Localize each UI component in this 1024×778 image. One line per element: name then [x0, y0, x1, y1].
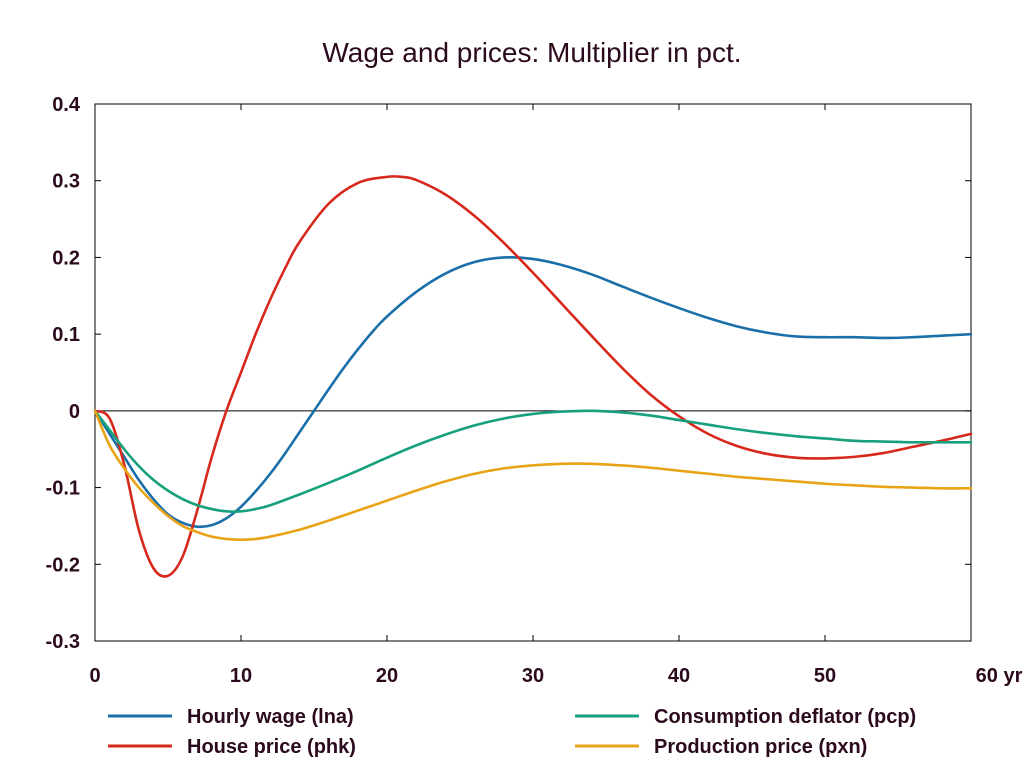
- y-tick-label: 0.3: [52, 171, 80, 193]
- legend-label-consumption-deflator-pcp: Consumption deflator (pcp): [654, 706, 916, 728]
- x-tick-label: 30: [522, 665, 544, 687]
- legend: Hourly wage (lna) House price (phk) Consum…: [108, 706, 916, 758]
- y-tick-label: 0.2: [52, 247, 80, 269]
- series-group: [93, 174, 973, 578]
- plot-frame: [94, 103, 972, 642]
- y-axis: -0.3 -0.2 -0.1 0 0.1 0.2 0.3 0.4: [46, 94, 971, 653]
- x-tick-label: 0: [89, 665, 100, 687]
- series-line-production-price-pxn: [93, 409, 973, 542]
- series-line-consumption-deflator-pcp: [93, 409, 973, 513]
- legend-label-house-price-phk: House price (phk): [187, 736, 356, 758]
- chart-title: Wage and prices: Multiplier in pct.: [322, 37, 741, 68]
- y-tick-label: 0: [69, 401, 80, 423]
- series-line-hourly-wage-lna: [93, 255, 973, 529]
- x-tick-label: 20: [376, 665, 398, 687]
- y-tick-label: 0.4: [52, 94, 81, 116]
- legend-label-hourly-wage-lna: Hourly wage (lna): [187, 706, 354, 728]
- series-line-house-price-phk: [93, 174, 973, 578]
- x-tick-label: 50: [814, 665, 836, 687]
- y-tick-label: -0.2: [46, 554, 80, 576]
- x-axis: 0 10 20 30 40 50 60 yr: [89, 104, 1023, 687]
- y-tick-label: 0.1: [52, 324, 80, 346]
- x-tick-label: 10: [230, 665, 252, 687]
- legend-label-production-price-pxn: Production price (pxn): [654, 736, 867, 758]
- plot-border: [94, 103, 972, 642]
- y-tick-label: -0.3: [46, 631, 80, 653]
- x-tick-label: 60 yr: [976, 665, 1023, 687]
- y-tick-label: -0.1: [46, 478, 80, 500]
- x-tick-label: 40: [668, 665, 690, 687]
